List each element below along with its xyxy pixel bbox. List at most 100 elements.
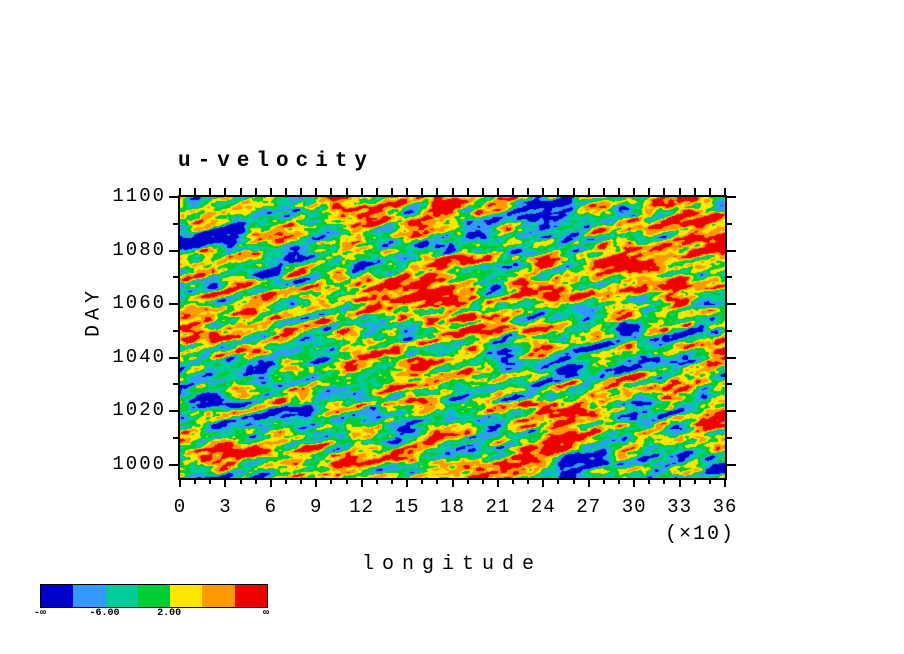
- axis-tick: [330, 479, 332, 484]
- colorbar-segment: [137, 585, 171, 607]
- axis-tick: [240, 479, 242, 484]
- axis-tick: [467, 188, 469, 196]
- axis-tick: [169, 357, 178, 359]
- axis-tick: [173, 223, 178, 225]
- axis-tick: [709, 188, 711, 196]
- colorbar-segment: [73, 585, 106, 607]
- axis-tick: [512, 188, 514, 196]
- x-tick-label: 6: [264, 496, 278, 518]
- axis-tick: [724, 479, 726, 487]
- axis-tick: [361, 479, 363, 487]
- axis-tick: [240, 188, 242, 196]
- colorbar-tick-label: -∞: [33, 608, 47, 619]
- axis-tick: [694, 479, 696, 484]
- axis-tick: [497, 188, 499, 196]
- axis-tick: [618, 479, 620, 484]
- axis-tick: [727, 330, 732, 332]
- x-tick-label: 33: [667, 496, 692, 518]
- x-tick-label: 12: [349, 496, 375, 518]
- axis-tick: [436, 188, 438, 196]
- axis-tick: [406, 188, 408, 196]
- axis-tick: [376, 479, 378, 484]
- axis-tick: [391, 188, 393, 196]
- axis-tick: [727, 276, 732, 278]
- axis-tick: [633, 479, 635, 487]
- axis-tick: [194, 188, 196, 196]
- axis-tick: [727, 223, 732, 225]
- x-tick-label: 18: [440, 496, 465, 518]
- axis-tick: [724, 188, 726, 196]
- x-tick-label: 3: [219, 496, 232, 518]
- y-tick-label: 1080: [112, 238, 166, 261]
- axis-tick: [224, 188, 226, 196]
- axis-tick: [209, 479, 211, 484]
- axis-tick: [285, 188, 287, 196]
- axis-tick: [694, 188, 696, 196]
- axis-tick: [727, 383, 732, 385]
- colorbar-tick-label: 2.00: [157, 608, 182, 619]
- axis-tick: [512, 479, 514, 484]
- axis-tick: [452, 188, 454, 196]
- axis-tick: [169, 303, 178, 305]
- axis-tick: [727, 357, 736, 359]
- colorbar-segment: [41, 585, 74, 607]
- axis-tick: [255, 479, 257, 484]
- axis-tick: [209, 188, 211, 196]
- axis-tick: [194, 479, 196, 484]
- axis-tick: [173, 330, 178, 332]
- axis-tick: [300, 479, 302, 484]
- x-axis-multiplier: (×10): [664, 523, 735, 546]
- axis-tick: [467, 479, 469, 484]
- chart-title: u-velocity: [178, 150, 375, 173]
- axis-tick: [179, 188, 181, 196]
- x-tick-label: 9: [310, 496, 323, 518]
- axis-tick: [648, 188, 650, 196]
- axis-tick: [346, 479, 348, 484]
- axis-tick: [330, 188, 332, 196]
- x-axis-label: longitude: [361, 553, 543, 576]
- axis-tick: [376, 188, 378, 196]
- colorbar-tick-label: ∞: [262, 608, 270, 619]
- axis-tick: [421, 479, 423, 484]
- axis-tick: [663, 188, 665, 196]
- axis-tick: [679, 188, 681, 196]
- axis-tick: [179, 479, 181, 487]
- axis-tick: [603, 479, 605, 484]
- axis-tick: [727, 410, 736, 412]
- axis-tick: [173, 383, 178, 385]
- axis-tick: [573, 479, 575, 484]
- y-tick-label: 1000: [112, 452, 166, 475]
- axis-tick: [588, 479, 590, 487]
- colorbar-segment: [234, 585, 267, 607]
- axis-tick: [391, 479, 393, 484]
- axis-tick: [727, 196, 736, 198]
- axis-tick: [270, 188, 272, 196]
- plot-frame: [178, 195, 727, 480]
- x-tick-label: 27: [576, 496, 602, 518]
- axis-tick: [315, 479, 317, 487]
- colorbar-segment: [105, 585, 138, 607]
- axis-tick: [255, 188, 257, 196]
- axis-tick: [727, 437, 732, 439]
- x-tick-label: 15: [394, 496, 420, 518]
- colorbar-segment: [170, 585, 203, 607]
- axis-tick: [573, 188, 575, 196]
- x-tick-label: 30: [621, 496, 647, 518]
- y-tick-label: 1020: [112, 399, 166, 422]
- axis-tick: [527, 188, 529, 196]
- axis-tick: [169, 464, 178, 466]
- y-tick-label: 1060: [112, 292, 166, 315]
- axis-tick: [557, 188, 559, 196]
- axis-tick: [679, 479, 681, 487]
- axis-tick: [346, 188, 348, 196]
- axis-tick: [542, 479, 544, 487]
- axis-tick: [270, 479, 272, 487]
- colorbar-tick-label: -6.00: [89, 608, 120, 619]
- x-tick-label: 36: [712, 496, 738, 518]
- axis-tick: [482, 479, 484, 484]
- axis-tick: [406, 479, 408, 487]
- axis-tick: [603, 188, 605, 196]
- axis-tick: [421, 188, 423, 196]
- axis-tick: [727, 250, 736, 252]
